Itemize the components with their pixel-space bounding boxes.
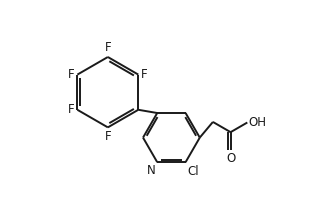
Text: Cl: Cl: [187, 165, 199, 178]
Text: N: N: [146, 164, 156, 177]
Text: F: F: [104, 130, 111, 143]
Text: F: F: [68, 103, 75, 116]
Text: O: O: [226, 152, 235, 165]
Text: F: F: [141, 68, 148, 81]
Text: F: F: [68, 68, 75, 81]
Text: F: F: [104, 41, 111, 54]
Text: OH: OH: [248, 116, 266, 129]
